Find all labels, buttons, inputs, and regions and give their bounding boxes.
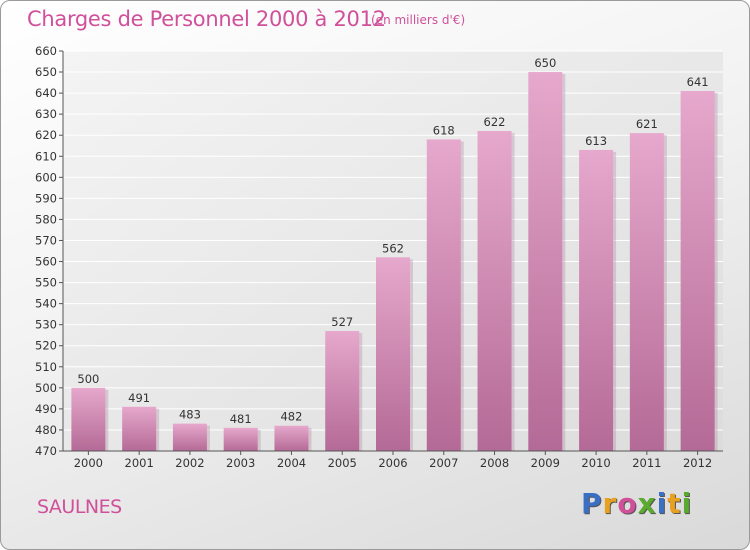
y-tick-label: 510 — [35, 360, 57, 374]
data-label: 613 — [585, 134, 607, 148]
y-tick-label: 520 — [35, 339, 57, 353]
x-tick-label: 2011 — [632, 456, 661, 470]
data-label: 491 — [128, 391, 150, 405]
data-label: 500 — [77, 372, 99, 386]
bar — [325, 331, 360, 451]
x-tick-label: 2009 — [531, 456, 560, 470]
y-tick-label: 600 — [35, 170, 57, 184]
data-label: 481 — [230, 412, 252, 426]
y-tick-label: 480 — [35, 423, 57, 437]
y-tick-label: 540 — [35, 297, 57, 311]
y-tick-label: 560 — [35, 255, 57, 269]
y-tick-label: 590 — [35, 191, 57, 205]
x-tick-label: 2007 — [429, 456, 458, 470]
chart-subtitle: (en milliers d'€) — [371, 13, 466, 27]
logo-letter: t — [667, 487, 682, 520]
bar — [122, 406, 157, 451]
y-tick-label: 580 — [35, 212, 57, 226]
x-tick-label: 2002 — [175, 456, 204, 470]
data-label: 621 — [636, 117, 658, 131]
bar — [172, 423, 207, 451]
y-tick-label: 630 — [35, 107, 57, 121]
bar — [528, 72, 563, 451]
x-tick-label: 2010 — [581, 456, 610, 470]
data-label: 650 — [534, 56, 556, 70]
y-tick-label: 650 — [35, 65, 57, 79]
bar — [629, 133, 664, 451]
data-label: 483 — [179, 408, 201, 422]
data-label: 622 — [484, 115, 506, 129]
y-tick-label: 530 — [35, 318, 57, 332]
city-name: SAULNES — [37, 496, 122, 518]
y-tick-label: 500 — [35, 381, 57, 395]
logo-letter: P — [581, 487, 603, 520]
logo-letter: x — [637, 487, 657, 520]
y-tick-label: 570 — [35, 233, 57, 247]
y-tick-label: 640 — [35, 86, 57, 100]
bar — [680, 91, 715, 451]
x-tick-label: 2012 — [683, 456, 712, 470]
x-tick-label: 2006 — [378, 456, 407, 470]
x-tick-label: 2000 — [74, 456, 103, 470]
proxiti-logo: Proxiti — [581, 487, 692, 520]
data-label: 618 — [433, 123, 455, 137]
bar — [274, 425, 309, 451]
y-tick-label: 490 — [35, 402, 57, 416]
bar — [71, 387, 106, 451]
x-tick-label: 2003 — [226, 456, 255, 470]
y-tick-label: 470 — [35, 444, 57, 458]
x-tick-label: 2001 — [125, 456, 154, 470]
bar — [579, 149, 614, 451]
y-tick-label: 660 — [35, 44, 57, 58]
logo-letter: o — [617, 487, 638, 520]
bar — [426, 139, 461, 451]
x-tick-label: 2004 — [277, 456, 306, 470]
y-tick-label: 610 — [35, 149, 57, 163]
logo-letter: i — [656, 487, 668, 520]
data-label: 482 — [280, 410, 302, 424]
x-tick-label: 2005 — [328, 456, 357, 470]
bar — [223, 427, 258, 451]
logo-letter: i — [681, 487, 693, 520]
chart-title: Charges de Personnel 2000 à 2012 — [27, 7, 386, 31]
data-label: 641 — [687, 75, 709, 89]
x-tick-label: 2008 — [480, 456, 509, 470]
data-label: 562 — [382, 241, 404, 255]
data-label: 527 — [331, 315, 353, 329]
bar — [376, 257, 410, 451]
plot-area: 470 480 490 500 510 520 530 540 550 560 570 580 590 6… — [35, 44, 723, 470]
y-tick-label: 620 — [35, 128, 57, 142]
y-tick-label: 550 — [35, 276, 57, 290]
bar — [477, 131, 512, 451]
logo-letter: r — [602, 487, 618, 520]
